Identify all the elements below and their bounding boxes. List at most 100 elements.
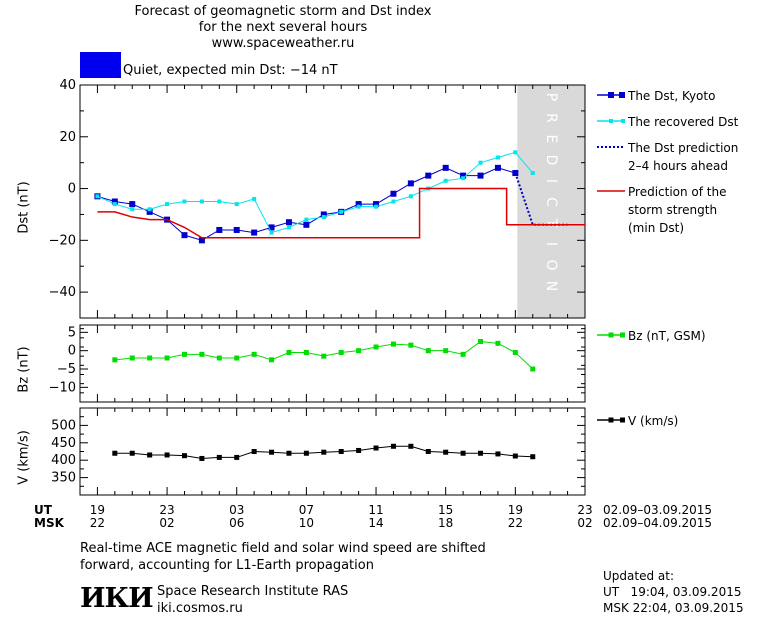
- plot-frame-dst: [79, 84, 586, 319]
- ut-tick-label: 07: [298, 503, 315, 517]
- data-point-v: [478, 450, 484, 456]
- institute-url[interactable]: iki.cosmos.ru: [157, 601, 243, 616]
- msk-tick-label: 18: [438, 516, 454, 530]
- data-point-bz: [181, 351, 187, 357]
- y-tick-label-dst: −40: [49, 285, 76, 300]
- data-point-bz: [495, 340, 501, 346]
- legend-label-dst-prediction: 2–4 hours ahead: [628, 159, 728, 173]
- msk-tick-label: 10: [298, 516, 315, 530]
- ut-tick-label: 03: [229, 503, 245, 517]
- legend-marker-v: [608, 417, 614, 423]
- y-tick-label-v: 450: [51, 436, 76, 451]
- data-point-dst-recovered: [269, 230, 274, 235]
- data-point-dst-kyoto: [198, 237, 205, 244]
- legend-marker-dst-recovered: [609, 119, 613, 123]
- data-point-bz: [373, 344, 379, 350]
- data-point-dst-recovered: [443, 178, 448, 183]
- data-point-v: [321, 449, 327, 455]
- data-point-dst-recovered: [495, 155, 500, 160]
- data-point-dst-recovered: [478, 160, 483, 165]
- data-point-dst-kyoto: [303, 221, 310, 228]
- data-point-v: [234, 454, 240, 460]
- data-point-bz: [199, 351, 205, 357]
- y-tick-label-v: 500: [51, 418, 76, 433]
- legend-marker-dst-kyoto: [619, 92, 625, 98]
- data-point-dst-recovered: [112, 202, 117, 207]
- data-point-dst-recovered: [356, 204, 361, 209]
- data-point-dst-kyoto: [285, 219, 292, 226]
- data-point-dst-kyoto: [442, 164, 449, 171]
- legend-label-dst-recovered: The recovered Dst: [627, 115, 739, 129]
- data-point-dst-kyoto: [251, 229, 258, 236]
- data-point-dst-kyoto: [111, 198, 118, 205]
- data-point-dst-recovered: [513, 150, 518, 155]
- data-point-dst-kyoto: [320, 211, 327, 218]
- data-point-dst-recovered: [95, 194, 100, 199]
- data-point-v: [495, 451, 501, 457]
- ut-tick-label: 23: [159, 503, 175, 517]
- data-point-bz: [512, 350, 518, 355]
- footer-note-line1: Real-time ACE magnetic field and solar w…: [80, 541, 486, 556]
- status-color-box: [80, 52, 121, 78]
- data-point-dst-recovered: [217, 199, 222, 204]
- y-tick-label-bz: 5: [68, 325, 76, 340]
- data-point-v: [373, 445, 379, 451]
- msk-tick-label: 06: [229, 516, 245, 530]
- chart-title-line1: Forecast of geomagnetic storm and Dst in…: [134, 4, 432, 19]
- data-point-dst-recovered: [321, 215, 326, 220]
- legend-label-storm-strength: Prediction of the: [628, 185, 727, 199]
- data-point-bz: [425, 348, 431, 354]
- y-tick-label-bz: −5: [57, 362, 76, 377]
- data-point-v: [530, 454, 536, 460]
- series-line-dst-kyoto: [97, 167, 516, 241]
- data-point-bz: [478, 339, 484, 344]
- data-point-v: [286, 450, 292, 456]
- data-point-bz: [164, 355, 170, 361]
- ut-tick-label: 15: [438, 503, 454, 517]
- data-point-bz: [216, 355, 222, 361]
- data-point-v: [216, 454, 222, 460]
- data-point-bz: [321, 353, 327, 359]
- legend-marker-bz: [620, 332, 625, 338]
- data-point-dst-recovered: [182, 199, 187, 204]
- series-line-storm-strength: [97, 187, 585, 239]
- legend-label-dst-prediction: The Dst prediction: [627, 141, 738, 155]
- site-url[interactable]: www.spaceweather.ru: [211, 36, 355, 51]
- ut-tick-label: 11: [368, 503, 384, 517]
- data-point-dst-kyoto: [129, 201, 136, 208]
- data-point-v: [269, 449, 275, 455]
- data-point-bz: [129, 355, 135, 361]
- institute-name: Space Research Institute RAS: [157, 584, 349, 599]
- data-point-v: [425, 449, 431, 454]
- y-tick-label-dst: −20: [49, 233, 76, 248]
- y-axis-label-bz: Bz (nT): [17, 346, 32, 392]
- updated-msk: MSK 22:04, 03.09.2015: [603, 601, 744, 615]
- prediction-letter: I: [543, 242, 559, 246]
- data-point-bz: [408, 342, 414, 348]
- y-tick-label-dst: 40: [59, 78, 76, 93]
- data-point-dst-kyoto: [233, 226, 240, 233]
- data-point-dst-recovered: [252, 196, 257, 201]
- data-point-v: [164, 452, 170, 458]
- ut-date-range: 02.09–03.09.2015: [603, 503, 713, 517]
- data-point-v: [408, 443, 414, 449]
- data-point-v: [390, 443, 396, 449]
- data-point-dst-kyoto: [268, 224, 275, 231]
- data-point-dst-kyoto: [390, 190, 397, 197]
- data-point-dst-recovered: [130, 207, 135, 212]
- data-point-v: [147, 452, 153, 458]
- data-point-v: [251, 449, 257, 454]
- data-point-bz: [303, 350, 309, 355]
- msk-tick-label: 02: [159, 516, 175, 530]
- prediction-letter: O: [543, 259, 559, 270]
- data-point-bz: [338, 350, 344, 355]
- prediction-letter: P: [543, 93, 559, 101]
- ut-tick-label: 23: [577, 503, 593, 517]
- iki-logo: ИКИ: [80, 583, 154, 614]
- data-point-dst-recovered: [286, 225, 291, 230]
- y-axis-label-dst: Dst (nT): [17, 181, 32, 233]
- legend-marker-dst-recovered: [621, 119, 625, 123]
- legend-marker-v: [620, 417, 625, 423]
- footer-note-line2: forward, accounting for L1-Earth propaga…: [80, 558, 374, 573]
